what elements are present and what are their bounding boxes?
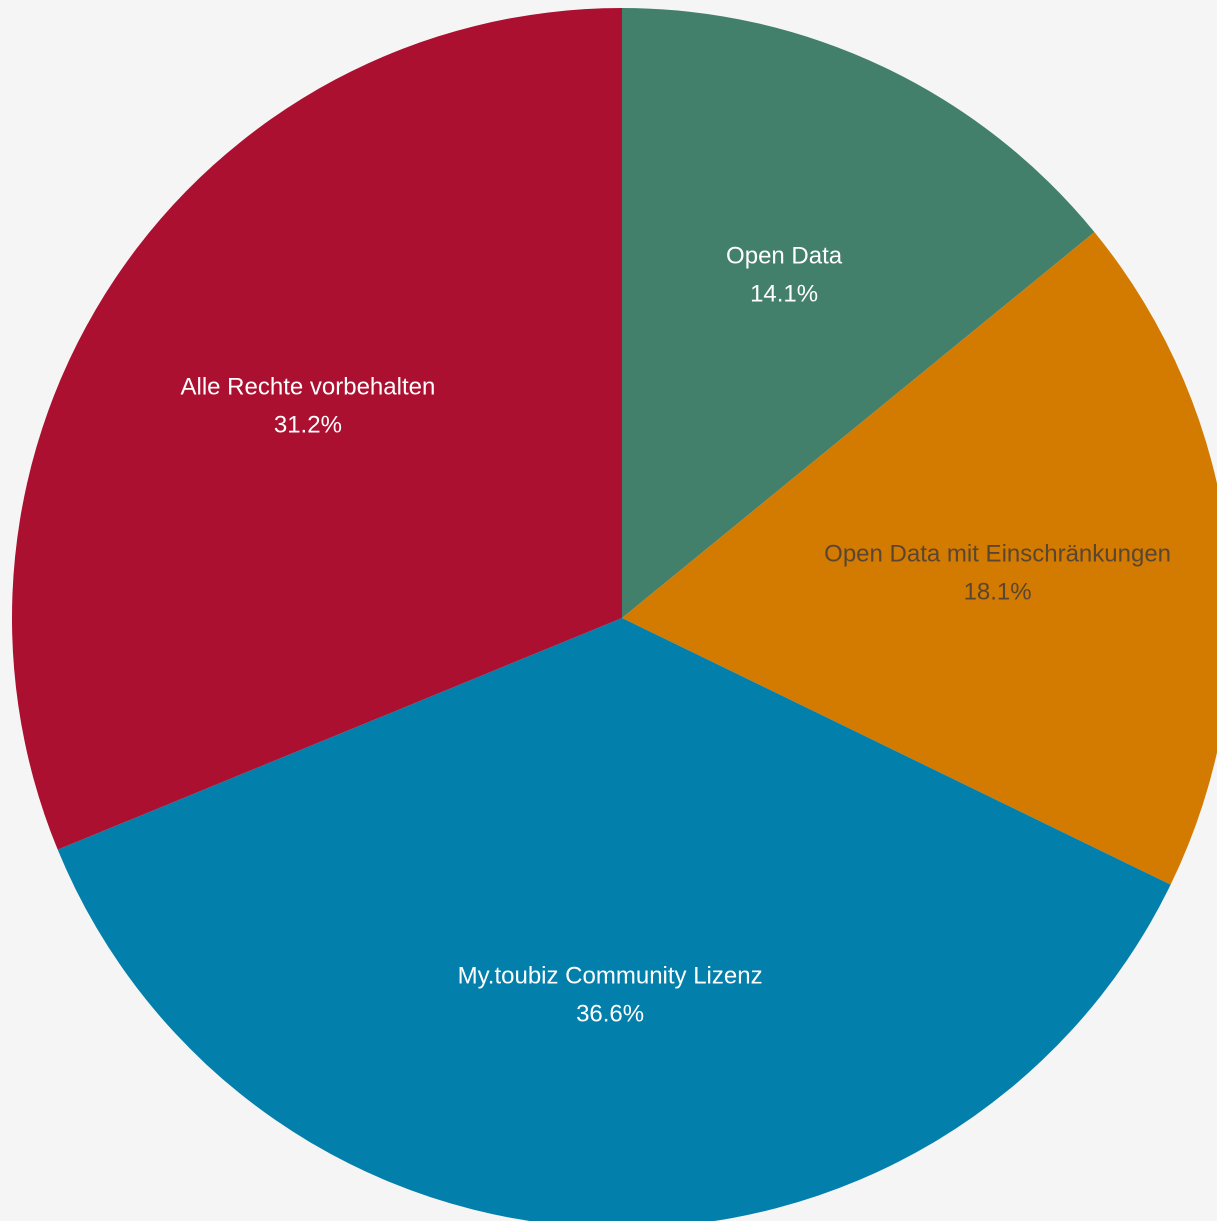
slice-name-label: Open Data mit Einschränkungen xyxy=(824,540,1171,567)
slice-percent-label: 36.6% xyxy=(576,1000,644,1027)
slice-percent-label: 14.1% xyxy=(750,281,818,308)
slice-percent-label: 31.2% xyxy=(274,412,342,439)
pie-slice-open-data xyxy=(622,8,1095,618)
slice-name-label: My.toubiz Community Lizenz xyxy=(458,962,763,989)
slice-label-alle-rechte-vorbehalten: Alle Rechte vorbehalten 31.2% xyxy=(180,374,435,439)
slices-layer xyxy=(11,8,1217,1221)
slice-label-open-data: Open Data 14.1% xyxy=(726,243,843,308)
slice-label-open-data-mit-einschraenkungen: Open Data mit Einschränkungen 18.1% xyxy=(824,540,1171,605)
slice-name-label: Open Data xyxy=(726,243,843,270)
slice-percent-label: 18.1% xyxy=(964,578,1032,605)
pie-slice-my-toubiz-community-lizenz xyxy=(57,618,1171,1221)
slice-label-my-toubiz-community-lizenz: My.toubiz Community Lizenz 36.6% xyxy=(458,962,763,1027)
pie-slice-alle-rechte-vorbehalten xyxy=(11,8,622,850)
pie-slice-open-data-mit-einschraenkungen xyxy=(622,232,1217,885)
slice-name-label: Alle Rechte vorbehalten xyxy=(180,374,435,401)
labels-layer: Open Data 14.1% Open Data mit Einschränkun… xyxy=(180,243,1171,1028)
